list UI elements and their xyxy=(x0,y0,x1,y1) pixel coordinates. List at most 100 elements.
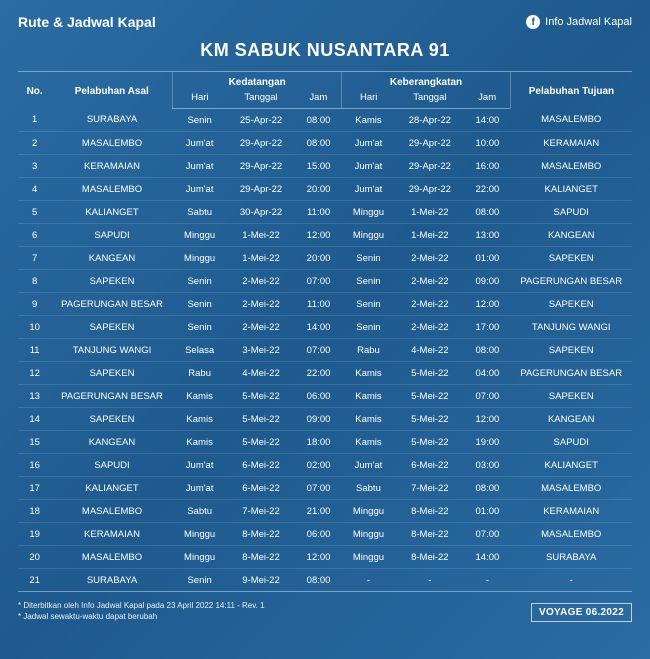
cell-dest: SAPUDI xyxy=(510,431,632,454)
cell-dep_time: 04:00 xyxy=(464,362,510,385)
cell-dep_day: Kamis xyxy=(342,362,396,385)
cell-arr_day: Minggu xyxy=(173,224,227,247)
header-title: Rute & Jadwal Kapal xyxy=(18,14,156,30)
cell-arr_date: 1-Mei-22 xyxy=(226,224,295,247)
cell-arr_day: Jum'at xyxy=(173,155,227,178)
cell-arr_time: 11:00 xyxy=(296,201,342,224)
cell-arr_time: 08:00 xyxy=(296,109,342,132)
col-origin: Pelabuhan Asal xyxy=(51,72,173,109)
cell-dep_date: 29-Apr-22 xyxy=(395,132,464,155)
col-departure-group: Keberangkatan xyxy=(342,72,511,91)
cell-arr_day: Senin xyxy=(173,316,227,339)
cell-arr_time: 12:00 xyxy=(296,546,342,569)
table-row: 18MASALEMBOSabtu7-Mei-2221:00Minggu8-Mei… xyxy=(18,500,632,523)
cell-dest: MASALEMBO xyxy=(510,109,632,132)
cell-dep_day: Kamis xyxy=(342,109,396,132)
cell-origin: MASALEMBO xyxy=(51,132,173,155)
cell-arr_day: Jum'at xyxy=(173,477,227,500)
table-row: 17KALIANGETJum'at6-Mei-2207:00Sabtu7-Mei… xyxy=(18,477,632,500)
cell-no: 20 xyxy=(18,546,51,569)
cell-dep_day: Senin xyxy=(342,293,396,316)
cell-dep_date: 28-Apr-22 xyxy=(395,109,464,132)
cell-dest: MASALEMBO xyxy=(510,523,632,546)
cell-arr_time: 09:00 xyxy=(296,408,342,431)
cell-arr_time: 08:00 xyxy=(296,132,342,155)
cell-dep_date: 2-Mei-22 xyxy=(395,316,464,339)
cell-dest: SAPUDI xyxy=(510,201,632,224)
cell-dep_date: 1-Mei-22 xyxy=(395,224,464,247)
cell-no: 4 xyxy=(18,178,51,201)
cell-dest: SURABAYA xyxy=(510,546,632,569)
header: Rute & Jadwal Kapal f Info Jadwal Kapal xyxy=(18,14,632,30)
cell-arr_day: Jum'at xyxy=(173,454,227,477)
cell-dep_date: 29-Apr-22 xyxy=(395,178,464,201)
cell-dep_day: Minggu xyxy=(342,224,396,247)
cell-dep_time: 08:00 xyxy=(464,201,510,224)
table-row: 12SAPEKENRabu4-Mei-2222:00Kamis5-Mei-220… xyxy=(18,362,632,385)
cell-dest: KERAMAIAN xyxy=(510,132,632,155)
table-row: 8SAPEKENSenin2-Mei-2207:00Senin2-Mei-220… xyxy=(18,270,632,293)
cell-dep_day: Minggu xyxy=(342,500,396,523)
cell-arr_time: 20:00 xyxy=(296,178,342,201)
cell-dep_day: Jum'at xyxy=(342,178,396,201)
table-row: 19KERAMAIANMinggu8-Mei-2206:00Minggu8-Me… xyxy=(18,523,632,546)
cell-no: 11 xyxy=(18,339,51,362)
cell-arr_day: Senin xyxy=(173,569,227,592)
cell-dest: SAPEKEN xyxy=(510,247,632,270)
cell-arr_date: 29-Apr-22 xyxy=(226,155,295,178)
cell-no: 17 xyxy=(18,477,51,500)
cell-arr_time: 21:00 xyxy=(296,500,342,523)
footnotes: * Diterbitkan oleh Info Jadwal Kapal pad… xyxy=(18,600,265,622)
cell-dep_day: Sabtu xyxy=(342,477,396,500)
cell-dep_time: 16:00 xyxy=(464,155,510,178)
col-destination: Pelabuhan Tujuan xyxy=(510,72,632,109)
cell-arr_time: 07:00 xyxy=(296,270,342,293)
cell-dest: MASALEMBO xyxy=(510,155,632,178)
cell-dep_day: - xyxy=(342,569,396,592)
cell-arr_day: Senin xyxy=(173,270,227,293)
cell-dep_day: Senin xyxy=(342,270,396,293)
cell-origin: PAGERUNGAN BESAR xyxy=(51,385,173,408)
source-label: Info Jadwal Kapal xyxy=(545,16,632,28)
cell-origin: KERAMAIAN xyxy=(51,155,173,178)
cell-arr_day: Kamis xyxy=(173,431,227,454)
cell-arr_date: 8-Mei-22 xyxy=(226,546,295,569)
cell-arr_day: Senin xyxy=(173,109,227,132)
col-arr-day: Hari xyxy=(173,90,227,109)
cell-dep_date: 8-Mei-22 xyxy=(395,546,464,569)
col-no: No. xyxy=(18,72,51,109)
cell-dep_date: 2-Mei-22 xyxy=(395,293,464,316)
cell-arr_date: 9-Mei-22 xyxy=(226,569,295,592)
cell-no: 5 xyxy=(18,201,51,224)
cell-arr_date: 29-Apr-22 xyxy=(226,132,295,155)
cell-dep_date: 29-Apr-22 xyxy=(395,155,464,178)
cell-arr_day: Minggu xyxy=(173,546,227,569)
cell-arr_time: 20:00 xyxy=(296,247,342,270)
cell-arr_time: 06:00 xyxy=(296,385,342,408)
cell-dep_day: Minggu xyxy=(342,201,396,224)
table-row: 13PAGERUNGAN BESARKamis5-Mei-2206:00Kami… xyxy=(18,385,632,408)
cell-dest: PAGERUNGAN BESAR xyxy=(510,362,632,385)
cell-arr_time: 06:00 xyxy=(296,523,342,546)
cell-no: 3 xyxy=(18,155,51,178)
footnote-1: * Diterbitkan oleh Info Jadwal Kapal pad… xyxy=(18,600,265,611)
cell-dep_day: Jum'at xyxy=(342,454,396,477)
facebook-icon: f xyxy=(526,15,540,29)
cell-dep_time: 08:00 xyxy=(464,477,510,500)
cell-arr_time: 07:00 xyxy=(296,339,342,362)
cell-arr_date: 5-Mei-22 xyxy=(226,385,295,408)
cell-origin: SAPEKEN xyxy=(51,408,173,431)
cell-no: 16 xyxy=(18,454,51,477)
cell-dep_day: Senin xyxy=(342,316,396,339)
col-dep-time: Jam xyxy=(464,90,510,109)
cell-arr_date: 6-Mei-22 xyxy=(226,477,295,500)
cell-arr_day: Sabtu xyxy=(173,500,227,523)
cell-dep_day: Jum'at xyxy=(342,132,396,155)
cell-arr_time: 11:00 xyxy=(296,293,342,316)
cell-dest: PAGERUNGAN BESAR xyxy=(510,270,632,293)
cell-arr_time: 14:00 xyxy=(296,316,342,339)
table-row: 20MASALEMBOMinggu8-Mei-2212:00Minggu8-Me… xyxy=(18,546,632,569)
cell-dest: KALIANGET xyxy=(510,454,632,477)
cell-arr_time: 07:00 xyxy=(296,477,342,500)
cell-origin: PAGERUNGAN BESAR xyxy=(51,293,173,316)
